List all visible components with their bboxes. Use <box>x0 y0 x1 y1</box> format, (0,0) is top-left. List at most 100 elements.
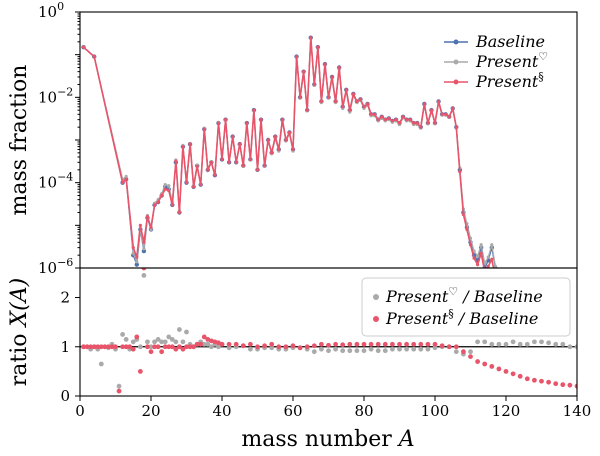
series-2-point <box>266 138 270 142</box>
series-2-point <box>287 130 292 135</box>
ratio-point-0 <box>98 361 104 367</box>
series-2-point <box>390 119 394 123</box>
series-2-point <box>280 118 284 122</box>
ratio-point-1 <box>155 344 161 350</box>
series-2-point <box>291 147 295 152</box>
ratio-point-1 <box>425 341 431 347</box>
series-2-point <box>362 105 366 109</box>
ratio-point-0 <box>201 341 207 347</box>
ratio-point-1 <box>233 341 239 347</box>
ratio-point-0 <box>468 349 473 355</box>
series-2-point <box>174 159 178 163</box>
ratio-point-0 <box>169 336 175 342</box>
ratio-point-0 <box>546 340 551 346</box>
ratio-point-1 <box>532 377 537 383</box>
ratio-point-1 <box>404 341 409 347</box>
ratio-point-1 <box>88 344 94 350</box>
series-2-point <box>422 102 426 106</box>
ratio-point-1 <box>567 382 573 388</box>
series-1-point <box>490 243 494 247</box>
ratio-point-1 <box>262 343 267 349</box>
x-tick-label: 0 <box>75 402 85 420</box>
series-2-point <box>401 115 405 119</box>
ratio-point-1 <box>123 344 129 350</box>
ratio-point-1 <box>503 368 509 374</box>
series-2-point <box>358 97 363 101</box>
series-2-point <box>490 257 494 261</box>
ratio-point-1 <box>517 373 523 379</box>
series-2-point <box>163 187 167 191</box>
ratio-point-0 <box>137 344 143 350</box>
series-2-point <box>145 215 150 219</box>
ratio-point-1 <box>109 344 115 350</box>
series-2-point <box>472 256 476 260</box>
ratio-point-1 <box>354 341 360 347</box>
legend-swatch-dot <box>453 79 459 85</box>
ratio-panel: 0 1 2 0 20 40 60 80 100 120 140 ratio X(A) mass n… <box>7 267 591 452</box>
series-2-point <box>429 108 434 112</box>
ratio-point-0 <box>208 344 214 350</box>
ratio-point-1 <box>141 268 147 271</box>
series-2-point <box>376 118 380 122</box>
ratio-point-1 <box>418 341 424 347</box>
ratio-point-1 <box>116 388 122 394</box>
ratio-point-0 <box>482 339 488 345</box>
legend-swatch-dot <box>453 39 459 45</box>
ratio-point-1 <box>91 344 97 350</box>
ratio-point-1 <box>169 344 175 350</box>
ratio-point-1 <box>397 341 402 347</box>
series-2-point <box>415 121 419 125</box>
ratio-point-0 <box>361 348 367 354</box>
series-2-point <box>273 135 277 139</box>
series-2-point <box>309 36 313 40</box>
ratio-point-1 <box>134 334 140 340</box>
ratio-point-0 <box>248 346 253 352</box>
series-2-point <box>277 147 281 152</box>
series-2-point <box>170 203 174 207</box>
series-2-point <box>263 164 267 168</box>
series-2-point <box>227 160 231 164</box>
ratio-point-0 <box>180 339 186 345</box>
x-tick-label: 120 <box>492 402 521 420</box>
series-2-point <box>440 112 444 116</box>
x-tick-label: 80 <box>354 402 373 420</box>
series-2-point <box>383 118 387 122</box>
ratio-point-0 <box>475 339 480 345</box>
ratio-point-0 <box>574 344 577 350</box>
mass-fraction-series <box>81 35 498 268</box>
series-2-point <box>188 142 192 146</box>
series-2-point <box>248 157 252 162</box>
ratio-point-1 <box>553 381 559 387</box>
ratio-point-1 <box>304 344 310 350</box>
ratio-point-0 <box>496 341 502 347</box>
ratio-point-1 <box>546 379 551 385</box>
ratio-point-1 <box>432 341 438 347</box>
ratio-point-1 <box>276 344 282 350</box>
y-tick-label: 10−6 <box>38 256 73 277</box>
series-2-point <box>394 118 398 122</box>
ratio-point-1 <box>113 344 118 350</box>
series-2-point <box>234 160 238 164</box>
legend-entry: Present♡ / Baseline <box>385 285 543 306</box>
series-2-point <box>316 45 320 49</box>
series-2-point <box>294 55 299 59</box>
series-2-point <box>270 151 274 155</box>
x-tick-label: 100 <box>421 402 450 420</box>
ratio-point-0 <box>145 339 150 345</box>
bottom-plot-frame <box>79 267 578 397</box>
ratio-point-0 <box>326 348 331 354</box>
ratio-point-1 <box>219 341 225 347</box>
series-2-point <box>330 75 334 79</box>
ratio-point-0 <box>340 348 346 354</box>
ratio-point-1 <box>84 344 90 350</box>
legend-swatch-dot <box>373 294 379 300</box>
ratio-point-1 <box>98 344 104 350</box>
ratio-point-0 <box>162 339 168 345</box>
series-1-point <box>163 183 167 187</box>
ratio-point-1 <box>319 341 324 347</box>
ratio-point-0 <box>205 341 211 347</box>
ratio-point-1 <box>120 344 125 350</box>
series-2-point <box>451 106 455 111</box>
series-0-point <box>134 262 139 267</box>
series-1-point <box>476 254 480 258</box>
